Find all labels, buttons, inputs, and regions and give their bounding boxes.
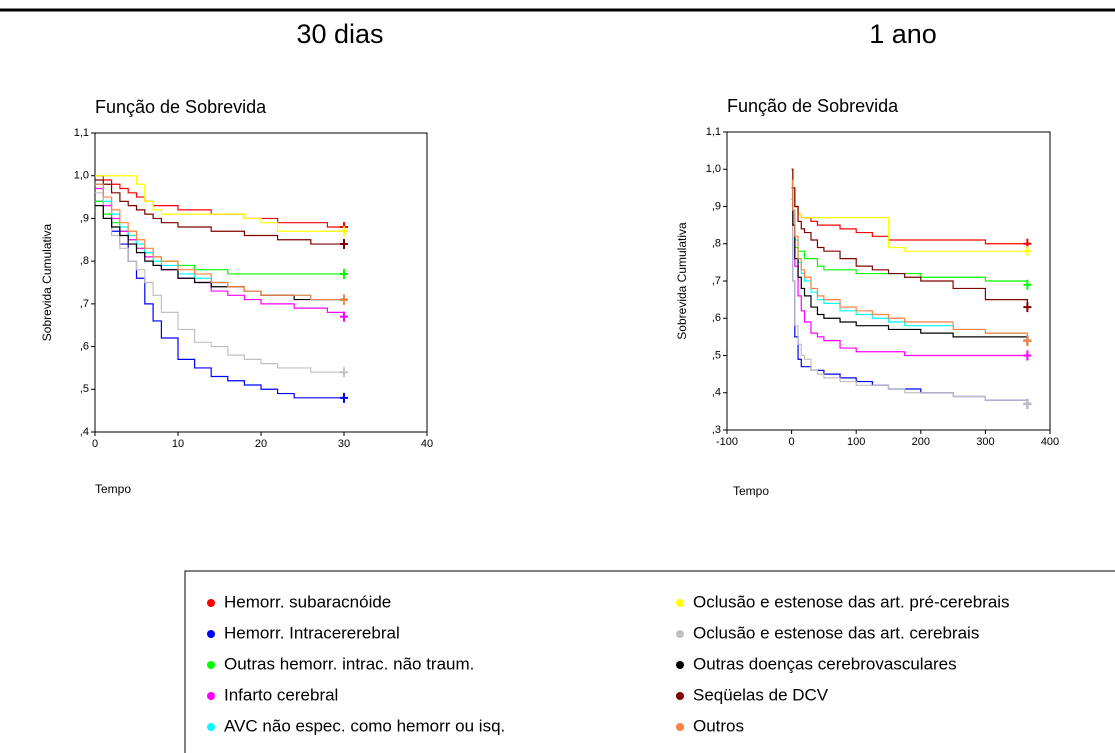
legend-marker bbox=[207, 661, 215, 669]
chart-title: Função de Sobrevida bbox=[95, 97, 267, 117]
legend-marker bbox=[207, 692, 215, 700]
censor-mark bbox=[340, 268, 348, 279]
legend-marker bbox=[676, 599, 684, 607]
censor-mark bbox=[1023, 246, 1032, 257]
legend-marker bbox=[207, 630, 215, 638]
y-tick-label: 1,1 bbox=[74, 127, 89, 139]
legend-marker bbox=[676, 723, 684, 731]
x-tick-label: 20 bbox=[255, 438, 267, 450]
survival-curve bbox=[95, 183, 344, 301]
y-tick-label: ,8 bbox=[80, 255, 89, 267]
x-tick-label: 30 bbox=[338, 438, 350, 450]
y-tick-label: ,6 bbox=[712, 312, 721, 324]
legend-marker bbox=[676, 630, 684, 638]
chart-heading: 30 dias bbox=[296, 19, 383, 49]
survival-curve bbox=[791, 187, 1028, 285]
legend-label: Outras doenças cerebrovasculares bbox=[693, 654, 957, 673]
legend-label: Hemorr. subaracnóide bbox=[224, 592, 391, 611]
censor-mark bbox=[340, 226, 348, 237]
y-tick-label: ,4 bbox=[80, 426, 89, 438]
legend-marker bbox=[676, 692, 684, 700]
censor-mark bbox=[340, 239, 348, 250]
x-tick-label: -100 bbox=[716, 436, 738, 448]
censor-mark bbox=[340, 311, 348, 322]
censor-mark bbox=[340, 294, 348, 305]
censor-mark bbox=[1023, 302, 1032, 313]
y-tick-label: ,6 bbox=[80, 340, 89, 352]
legend-label: Oclusão e estenose das art. pré-cerebrai… bbox=[693, 592, 1010, 611]
y-tick-label: ,5 bbox=[80, 383, 89, 395]
survival-curve bbox=[791, 187, 1028, 341]
chart-heading: 1 ano bbox=[869, 19, 937, 49]
y-tick-label: 1,0 bbox=[706, 163, 721, 175]
y-tick-label: ,7 bbox=[80, 298, 89, 310]
legend-label: Seqüelas de DCV bbox=[693, 685, 829, 704]
x-tick-label: 40 bbox=[421, 438, 433, 450]
chart-title: Função de Sobrevida bbox=[727, 96, 899, 116]
legend-label: Outros bbox=[693, 716, 744, 735]
censor-mark bbox=[1023, 350, 1032, 361]
x-tick-label: 0 bbox=[92, 438, 98, 450]
legend-label: Infarto cerebral bbox=[224, 685, 338, 704]
survival-curve bbox=[95, 175, 344, 228]
legend-label: Oclusão e estenose das art. cerebrais bbox=[693, 623, 979, 642]
censor-mark bbox=[1023, 398, 1032, 409]
survival-curve bbox=[95, 179, 344, 245]
x-axis-label: Tempo bbox=[95, 482, 131, 496]
y-axis-label: Sobrevida Cumulativa bbox=[40, 223, 54, 341]
legend-label: Hemorr. Intracererebral bbox=[224, 623, 400, 642]
x-tick-label: 400 bbox=[1041, 436, 1059, 448]
legend-label: Outras hemorr. intrac. não traum. bbox=[224, 654, 474, 673]
y-axis-label: Sobrevida Cumulativa bbox=[675, 222, 689, 340]
y-tick-label: ,3 bbox=[712, 424, 721, 436]
survival-curve bbox=[791, 183, 1028, 357]
x-tick-label: 10 bbox=[172, 438, 184, 450]
x-tick-label: 100 bbox=[847, 436, 865, 448]
survival-curve bbox=[95, 192, 344, 373]
survival-curve bbox=[95, 175, 344, 232]
y-tick-label: ,9 bbox=[712, 200, 721, 212]
censor-mark bbox=[1023, 335, 1032, 346]
x-tick-label: 300 bbox=[976, 436, 994, 448]
censor-mark bbox=[340, 392, 348, 403]
survival-curve bbox=[791, 179, 1028, 341]
censor-mark bbox=[340, 367, 348, 378]
survival-curve bbox=[791, 168, 1028, 308]
y-tick-label: 1,0 bbox=[74, 170, 89, 182]
y-tick-label: ,4 bbox=[712, 387, 721, 399]
legend-marker bbox=[207, 599, 215, 607]
legend-marker bbox=[676, 661, 684, 669]
x-tick-label: 0 bbox=[789, 436, 795, 448]
censor-mark bbox=[1023, 279, 1032, 290]
legend-box bbox=[184, 570, 1115, 753]
legend-marker bbox=[207, 723, 215, 731]
y-tick-label: ,8 bbox=[712, 238, 721, 250]
y-tick-label: ,5 bbox=[712, 349, 721, 361]
survival-curve bbox=[791, 194, 1028, 404]
y-tick-label: 1,1 bbox=[706, 126, 721, 138]
y-tick-label: ,9 bbox=[80, 212, 89, 224]
x-tick-label: 200 bbox=[912, 436, 930, 448]
y-tick-label: ,7 bbox=[712, 275, 721, 287]
legend-label: AVC não espec. como hemorr ou isq. bbox=[224, 716, 505, 735]
x-axis-label: Tempo bbox=[733, 484, 769, 498]
